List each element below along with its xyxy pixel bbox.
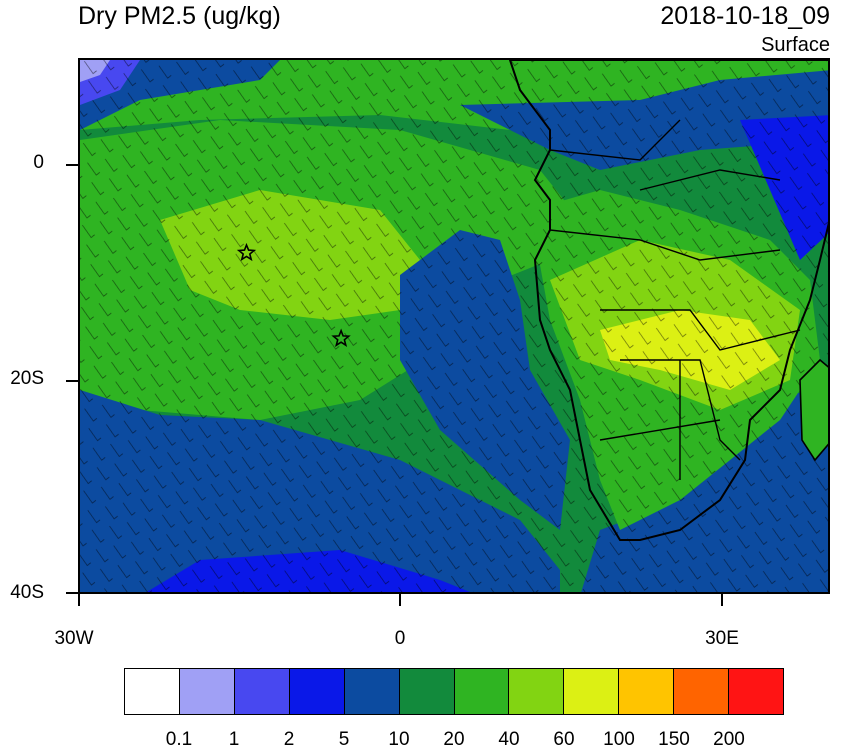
colorbar-cell bbox=[289, 669, 345, 714]
star-marker-2 bbox=[331, 328, 351, 347]
madagascar bbox=[799, 358, 828, 462]
colorbar-label: 40 bbox=[498, 729, 520, 750]
tick-lat-0 bbox=[66, 164, 78, 166]
marker-layer bbox=[236, 242, 351, 347]
tick-lon-30e bbox=[721, 594, 723, 606]
colorbar-cell bbox=[619, 669, 675, 714]
lon-label-30w: 30W bbox=[54, 628, 94, 649]
tick-lon-0 bbox=[399, 594, 401, 606]
colorbar-cell bbox=[234, 669, 290, 714]
colorbar-label: 5 bbox=[338, 729, 350, 750]
map-svg bbox=[80, 60, 828, 592]
plot-title: Dry PM2.5 (ug/kg) bbox=[78, 2, 281, 30]
plot-datetime: 2018-10-18_09 bbox=[660, 2, 830, 30]
tick-lon-30w bbox=[78, 594, 80, 606]
map-panel bbox=[78, 58, 830, 594]
lat-label-20s: 20S bbox=[10, 368, 44, 389]
lat-label-0: 0 bbox=[33, 152, 44, 173]
lon-label-30e: 30E bbox=[705, 628, 739, 649]
wind-barbs bbox=[80, 60, 828, 592]
tick-lat-40s bbox=[66, 592, 78, 594]
colorbar-cell bbox=[509, 669, 565, 714]
colorbar-cell bbox=[564, 669, 620, 714]
colorbar-label: 150 bbox=[658, 729, 690, 750]
colorbar-cell bbox=[729, 669, 784, 714]
colorbar-label: 60 bbox=[553, 729, 575, 750]
coastline bbox=[508, 60, 828, 541]
lat-label-40s: 40S bbox=[10, 582, 44, 603]
country-borders bbox=[549, 119, 801, 480]
tick-lat-20s bbox=[66, 380, 78, 382]
plot-level: Surface bbox=[761, 34, 830, 56]
colorbar bbox=[124, 668, 784, 715]
colorbar-label: 1 bbox=[228, 729, 240, 750]
star-marker-1 bbox=[236, 242, 257, 262]
colorbar-label: 0.1 bbox=[165, 729, 193, 750]
colorbar-cell bbox=[399, 669, 455, 714]
colorbar-label: 200 bbox=[713, 729, 745, 750]
colorbar-cell bbox=[125, 669, 180, 714]
colorbar-cell bbox=[454, 669, 510, 714]
colorbar-label: 10 bbox=[388, 729, 410, 750]
colorbar-cell bbox=[179, 669, 235, 714]
colorbar-cell bbox=[344, 669, 400, 714]
colorbar-cell bbox=[674, 669, 730, 714]
lon-label-0: 0 bbox=[394, 628, 406, 649]
colorbar-label: 2 bbox=[283, 729, 295, 750]
colorbar-label: 100 bbox=[603, 729, 635, 750]
colorbar-label: 20 bbox=[443, 729, 465, 750]
